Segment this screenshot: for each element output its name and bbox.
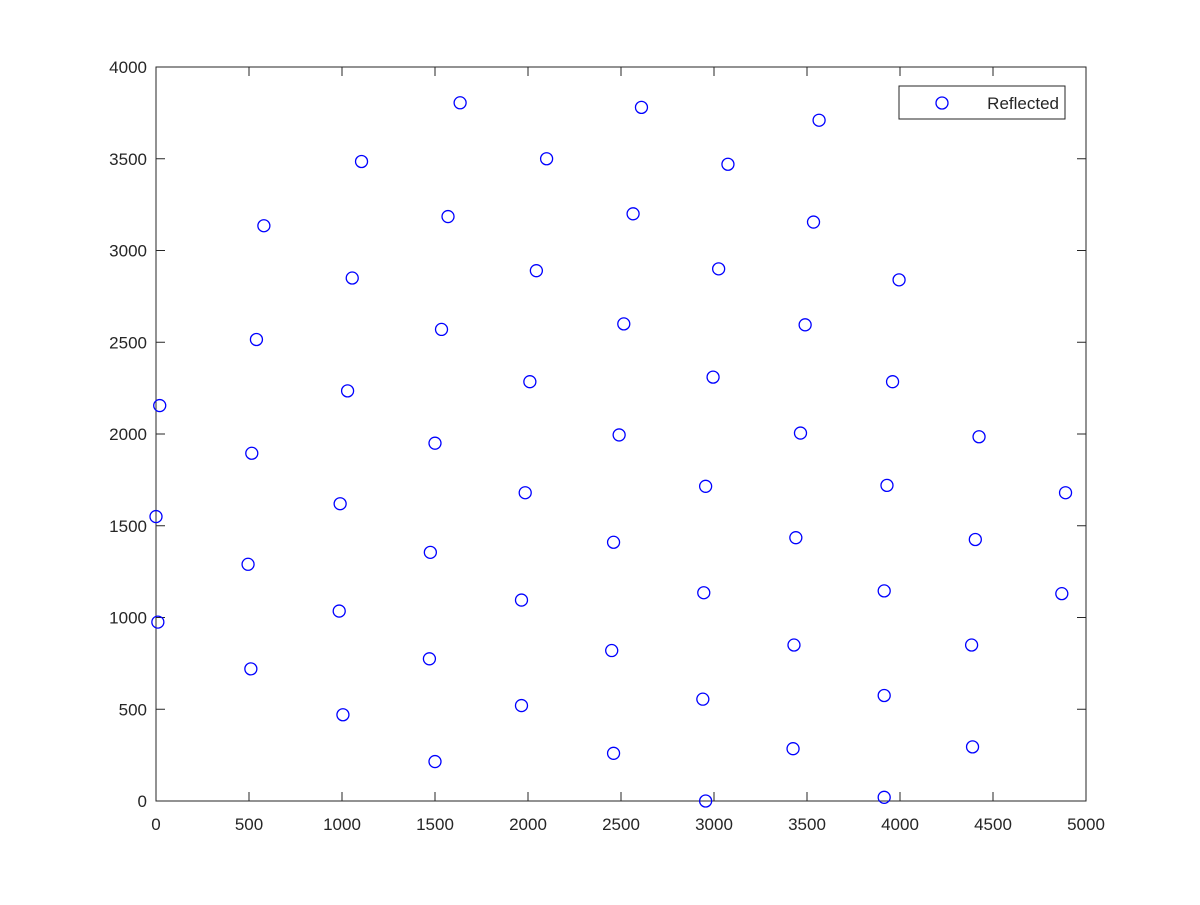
y-tick-label: 0 bbox=[138, 792, 147, 811]
data-point bbox=[514, 593, 529, 607]
data-point bbox=[798, 318, 812, 332]
legend-marker bbox=[935, 96, 949, 110]
axes bbox=[155, 66, 1087, 802]
data-point bbox=[249, 332, 264, 347]
data-point bbox=[880, 478, 894, 493]
data-point bbox=[606, 535, 621, 549]
x-tick-label: 1000 bbox=[323, 815, 361, 834]
data-point bbox=[697, 586, 711, 600]
data-point bbox=[1058, 486, 1073, 500]
data-point bbox=[706, 370, 720, 384]
data-point bbox=[885, 375, 900, 389]
data-point bbox=[345, 271, 359, 285]
x-tick-label: 3000 bbox=[695, 815, 733, 834]
y-tick-label: 3500 bbox=[109, 150, 147, 169]
data-point bbox=[514, 698, 529, 713]
data-point bbox=[965, 740, 980, 754]
data-point bbox=[698, 479, 713, 493]
data-point bbox=[441, 209, 455, 224]
legend-box bbox=[898, 85, 1066, 120]
y-tick-label: 3000 bbox=[109, 242, 147, 261]
data-markers bbox=[149, 96, 1073, 808]
data-point bbox=[892, 273, 906, 287]
data-point bbox=[149, 509, 163, 524]
data-point bbox=[877, 584, 891, 598]
data-point bbox=[712, 262, 726, 276]
data-point bbox=[428, 754, 442, 769]
x-tick-label: 1500 bbox=[416, 815, 454, 834]
data-point bbox=[333, 497, 347, 511]
data-point bbox=[423, 545, 438, 560]
data-point bbox=[151, 615, 165, 629]
data-point bbox=[529, 264, 544, 278]
data-point bbox=[789, 531, 803, 545]
data-point bbox=[340, 384, 355, 398]
axis-ticks: 0 500 1000 1500 2000 2500 3000 3500 4000 4500 5000… bbox=[109, 58, 1105, 834]
data-point bbox=[1055, 586, 1069, 601]
data-point bbox=[698, 794, 713, 808]
data-point bbox=[539, 152, 554, 166]
data-point bbox=[332, 604, 346, 618]
x-tick-label: 5000 bbox=[1067, 815, 1105, 834]
data-point bbox=[786, 742, 800, 756]
data-point bbox=[354, 154, 369, 169]
x-tick-label: 3500 bbox=[788, 815, 826, 834]
data-point bbox=[617, 317, 631, 331]
data-point bbox=[793, 426, 808, 440]
data-point bbox=[453, 96, 467, 110]
data-point bbox=[972, 430, 986, 444]
data-point bbox=[612, 428, 626, 442]
data-point bbox=[877, 790, 891, 804]
y-tick-label: 1500 bbox=[109, 517, 147, 536]
data-point bbox=[153, 398, 167, 413]
plot-area-frame bbox=[155, 66, 1087, 802]
data-point bbox=[812, 113, 826, 127]
data-point bbox=[964, 638, 979, 652]
data-point bbox=[245, 446, 259, 460]
x-tick-label: 0 bbox=[151, 815, 160, 834]
data-point bbox=[523, 375, 537, 389]
data-point bbox=[244, 662, 258, 676]
y-tick-label: 4000 bbox=[109, 58, 147, 77]
data-point bbox=[787, 638, 801, 652]
data-point bbox=[336, 708, 350, 722]
data-point bbox=[606, 746, 621, 760]
legend-label-reflected: Reflected bbox=[987, 94, 1059, 113]
y-tick-label: 2000 bbox=[109, 425, 147, 444]
y-tick-label: 500 bbox=[119, 700, 147, 719]
legend: Reflected bbox=[898, 85, 1066, 120]
x-tick-label: 2500 bbox=[602, 815, 640, 834]
x-tick-label: 4000 bbox=[881, 815, 919, 834]
data-point bbox=[428, 436, 442, 450]
data-point bbox=[721, 157, 735, 171]
data-point bbox=[422, 652, 437, 666]
data-point bbox=[877, 688, 891, 703]
data-point bbox=[241, 557, 255, 571]
data-point bbox=[518, 486, 532, 500]
y-tick-label: 1000 bbox=[109, 609, 147, 628]
data-point bbox=[626, 207, 640, 221]
y-tick-label: 2500 bbox=[109, 333, 147, 352]
data-point bbox=[968, 532, 982, 547]
data-point bbox=[257, 219, 271, 233]
data-point bbox=[434, 322, 449, 337]
data-point bbox=[605, 643, 619, 658]
data-point bbox=[634, 100, 649, 115]
data-point bbox=[806, 215, 821, 229]
x-tick-label: 4500 bbox=[974, 815, 1012, 834]
x-tick-label: 500 bbox=[235, 815, 263, 834]
x-tick-label: 2000 bbox=[509, 815, 547, 834]
data-point bbox=[696, 692, 710, 706]
